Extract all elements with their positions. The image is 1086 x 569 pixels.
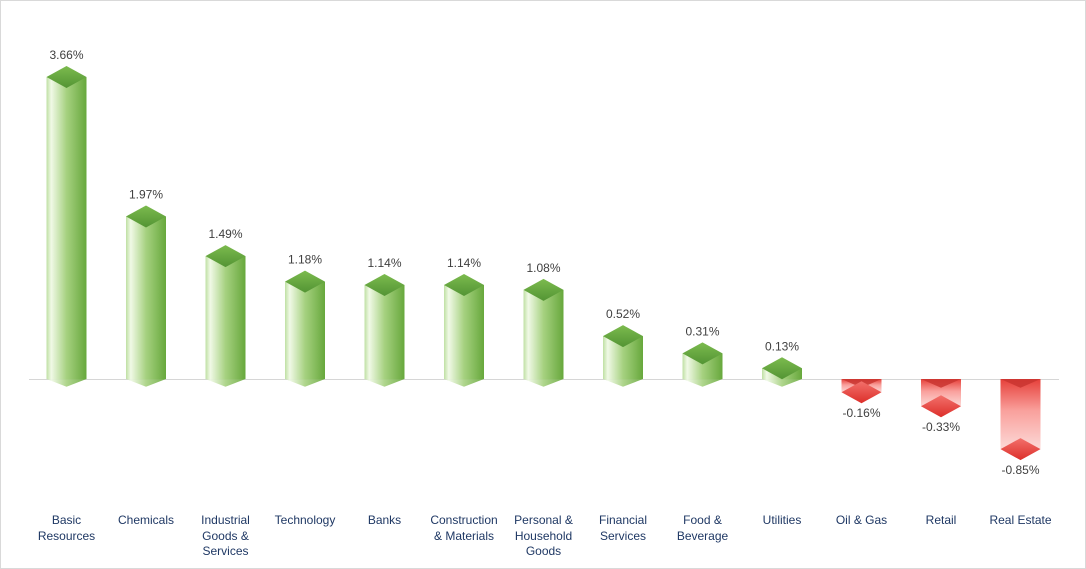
bar-bottom-face (921, 395, 961, 418)
bar (841, 379, 882, 404)
bar-top-face (444, 273, 484, 296)
value-label: -0.33% (922, 420, 960, 434)
value-label: 1.49% (208, 227, 242, 241)
bar-body (205, 256, 246, 379)
value-label: 1.97% (129, 187, 163, 201)
bar-base-edge (126, 379, 166, 387)
bar-inner-edge (921, 379, 961, 388)
bar-body (126, 216, 166, 379)
bar-base-edge (523, 379, 564, 387)
bar-base-edge (364, 379, 405, 387)
bar-base-edge (46, 379, 87, 387)
value-label: -0.85% (1001, 463, 1039, 477)
bar-body (523, 289, 564, 379)
bar-top-face (603, 325, 643, 348)
bar-base-edge (762, 379, 802, 387)
bar (603, 325, 643, 387)
bar (364, 273, 405, 387)
bar-top-face (285, 270, 325, 293)
bar (444, 273, 484, 387)
value-label: 1.08% (526, 261, 560, 275)
bar (762, 357, 802, 387)
bar-top-face (762, 357, 802, 380)
value-label: 3.66% (49, 48, 83, 62)
bar-body (364, 284, 405, 379)
value-label: -0.16% (842, 406, 880, 420)
bar-top-face (205, 245, 246, 268)
bar-top-face (126, 205, 166, 228)
bar-base-edge (285, 379, 325, 387)
bar-base-edge (682, 379, 723, 387)
bar-base-edge (444, 379, 484, 387)
bar-top-face (364, 273, 405, 296)
bar-top-face (46, 66, 87, 89)
bar-top-face (682, 342, 723, 365)
bar (921, 379, 961, 418)
bar-inner-edge (1000, 379, 1041, 388)
bar (285, 270, 325, 387)
bar-body (444, 284, 484, 379)
bar-body (1000, 379, 1041, 450)
bar-base-edge (603, 379, 643, 387)
value-label: 0.13% (765, 339, 799, 353)
bar-base-edge (205, 379, 246, 387)
bar-body (285, 281, 325, 379)
bar (1000, 379, 1041, 461)
bar (46, 66, 87, 387)
bar-top-face (523, 278, 564, 301)
value-label: 1.14% (447, 256, 481, 270)
bar-bottom-face (1000, 438, 1041, 461)
bar (126, 205, 166, 387)
value-label: 1.14% (367, 256, 401, 270)
bar (205, 245, 246, 387)
value-label: 0.31% (685, 324, 719, 338)
bar (523, 278, 564, 387)
bar (682, 342, 723, 387)
value-label: 0.52% (606, 307, 640, 321)
bar-body (46, 77, 87, 380)
bar-bottom-face (841, 381, 882, 404)
value-label: 1.18% (288, 253, 322, 267)
